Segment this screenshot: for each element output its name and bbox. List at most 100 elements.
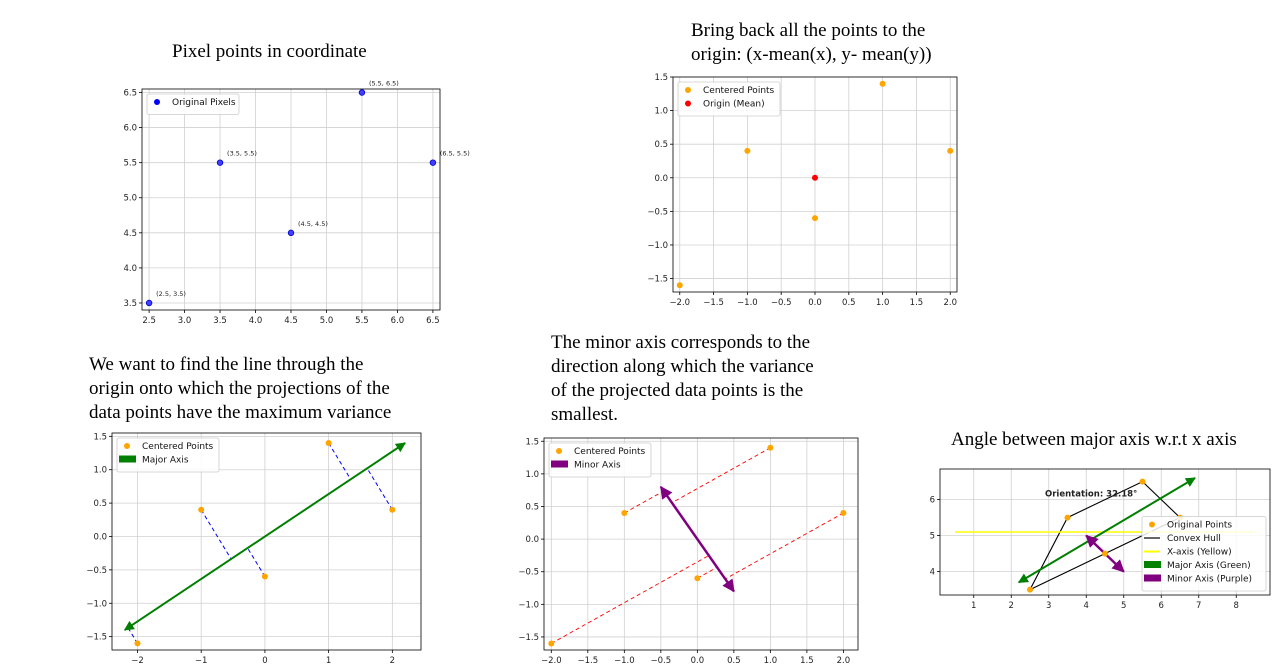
p1-ytick-label: 3.5	[123, 299, 137, 309]
p4-ytick-label: −1.5	[518, 633, 539, 643]
p4-minor-axis-arrow	[659, 485, 735, 593]
p4-ytick-label: −1.0	[518, 600, 539, 610]
p3-projection-line	[200, 509, 232, 560]
p3-major-axis-arrow	[123, 442, 406, 631]
p1-data-point	[216, 159, 224, 166]
p5-legend-label: Major Axis (Green)	[1167, 561, 1251, 571]
p5-frame	[939, 468, 1271, 596]
p2-xtick-label: −0.5	[771, 298, 792, 308]
p3-legend-label: Centered Points	[142, 442, 214, 452]
p4-xtick-label: 1.5	[800, 656, 814, 666]
p5-legend-marker	[1149, 521, 1155, 528]
p3-xtick-label: 1	[326, 656, 331, 666]
p5-data-point	[1064, 514, 1071, 521]
p4-data-point	[767, 444, 774, 451]
p3-ytick-label: −0.5	[86, 566, 107, 576]
p5-orientation-label: Orientation: 32.18°	[1045, 490, 1137, 500]
p3-ytick-label: 0.0	[93, 532, 107, 542]
p4-xtick-label: −2.0	[541, 656, 562, 666]
p1-data-point	[429, 159, 437, 166]
p2-legend-marker	[685, 100, 691, 107]
p3-legend-marker	[119, 455, 136, 463]
p2-xtick-label: 0.0	[808, 298, 822, 308]
p1-xtick-label: 5.5	[355, 316, 369, 326]
p1-xtick-label: 4.0	[249, 316, 263, 326]
p1-ytick-label: 5.0	[123, 194, 137, 204]
p2-xtick-label: 2.0	[943, 298, 957, 308]
p3-ytick-label: −1.5	[86, 633, 107, 643]
caption-minor-axis: The minor axis corresponds to the direct…	[551, 332, 814, 425]
p4-xtick-label: −1.5	[577, 656, 598, 666]
p1-legend-box	[146, 93, 240, 115]
p1-xtick-label: 3.0	[178, 316, 192, 326]
p5-major-axis-arrow	[1017, 477, 1196, 584]
p1-frame	[141, 88, 441, 311]
p1-xtick-label: 2.5	[142, 316, 156, 326]
p3-ytick-label: 1.0	[93, 466, 107, 476]
p1-point-annotation: (4.5, 4.5)	[298, 220, 328, 228]
caption-centering: Bring back all the points to the origin:…	[691, 20, 932, 65]
p5-xtick-label: 2	[1009, 601, 1014, 611]
p1-xtick-label: 6.0	[391, 316, 405, 326]
p5-data-point	[1102, 550, 1108, 557]
p3-data-point	[198, 506, 205, 513]
p2-xtick-label: −1.0	[737, 298, 758, 308]
p1-ytick-label: 5.5	[123, 159, 137, 169]
p3-data-point	[134, 640, 141, 647]
p3-xtick-label: 2	[390, 656, 395, 666]
p1-legend-label: Original Pixels	[172, 98, 236, 108]
p2-ytick-label: −1.5	[647, 275, 668, 285]
p5-legend-label: Convex Hull	[1167, 534, 1221, 544]
p2-xtick-label: 0.5	[842, 298, 856, 308]
p1-xtick-label: 5.0	[320, 316, 334, 326]
p2-ytick-label: 0.0	[654, 174, 668, 184]
p3-projection-line	[328, 442, 352, 480]
p1-data-point	[287, 229, 295, 237]
p2-data-point	[812, 215, 818, 222]
p3-frame	[111, 432, 422, 651]
p1-point-annotation: (5.5, 6.5)	[369, 80, 399, 88]
p4-xtick-label: 0.5	[727, 656, 741, 666]
caption-angle: Angle between major axis w.r.t x axis	[951, 429, 1237, 450]
p4-legend-marker	[556, 448, 562, 454]
p4-projection-line	[551, 555, 710, 644]
p2-ytick-label: −0.5	[647, 207, 668, 217]
p5-legend-box	[1141, 516, 1267, 592]
p2-xtick-label: −1.5	[703, 298, 724, 308]
p3-xtick-label: 0	[262, 656, 267, 666]
p5-xtick-label: 7	[1196, 601, 1201, 611]
p5-xtick-label: 5	[1121, 601, 1126, 611]
p2-data-point	[744, 147, 751, 154]
p4-projection-line	[697, 566, 718, 579]
p4-ytick-label: 0.5	[525, 502, 539, 512]
p2-data-point	[812, 174, 818, 181]
p4-ytick-label: 1.5	[525, 437, 539, 447]
p3-ytick-label: −1.0	[86, 599, 107, 609]
p4-ytick-label: 0.0	[525, 535, 539, 545]
p3-ytick-label: 1.5	[93, 432, 107, 442]
p3-data-point	[325, 440, 332, 447]
p4-legend-label: Minor Axis	[574, 461, 621, 471]
p2-ytick-label: 1.5	[654, 73, 668, 83]
p5-xtick-label: 3	[1046, 601, 1051, 611]
p2-xtick-label: 1.0	[876, 298, 890, 308]
p5-legend-label: Minor Axis (Purple)	[1167, 575, 1252, 585]
p3-legend-marker	[124, 443, 130, 449]
p4-ytick-label: 1.0	[525, 470, 539, 480]
p5-xtick-label: 6	[1159, 601, 1164, 611]
p1-xtick-label: 3.5	[213, 316, 227, 326]
p4-xtick-label: −1.0	[614, 656, 635, 666]
p1-data-point	[358, 89, 366, 96]
p5-legend-marker	[1144, 574, 1161, 582]
p4-data-point	[840, 510, 847, 517]
p2-legend-box	[677, 81, 781, 117]
p2-legend-label: Centered Points	[703, 86, 775, 96]
p2-ytick-label: −1.0	[647, 241, 668, 251]
caption-pixel-points: Pixel points in coordinate	[172, 41, 367, 62]
p3-projection-line	[247, 547, 266, 577]
caption-major-axis: We want to find the line through the ori…	[89, 354, 392, 423]
p1-ytick-label: 4.5	[123, 229, 137, 239]
p4-ytick-label: −0.5	[518, 568, 539, 578]
p4-xtick-label: −0.5	[651, 656, 672, 666]
p5-xtick-label: 4	[1084, 601, 1089, 611]
